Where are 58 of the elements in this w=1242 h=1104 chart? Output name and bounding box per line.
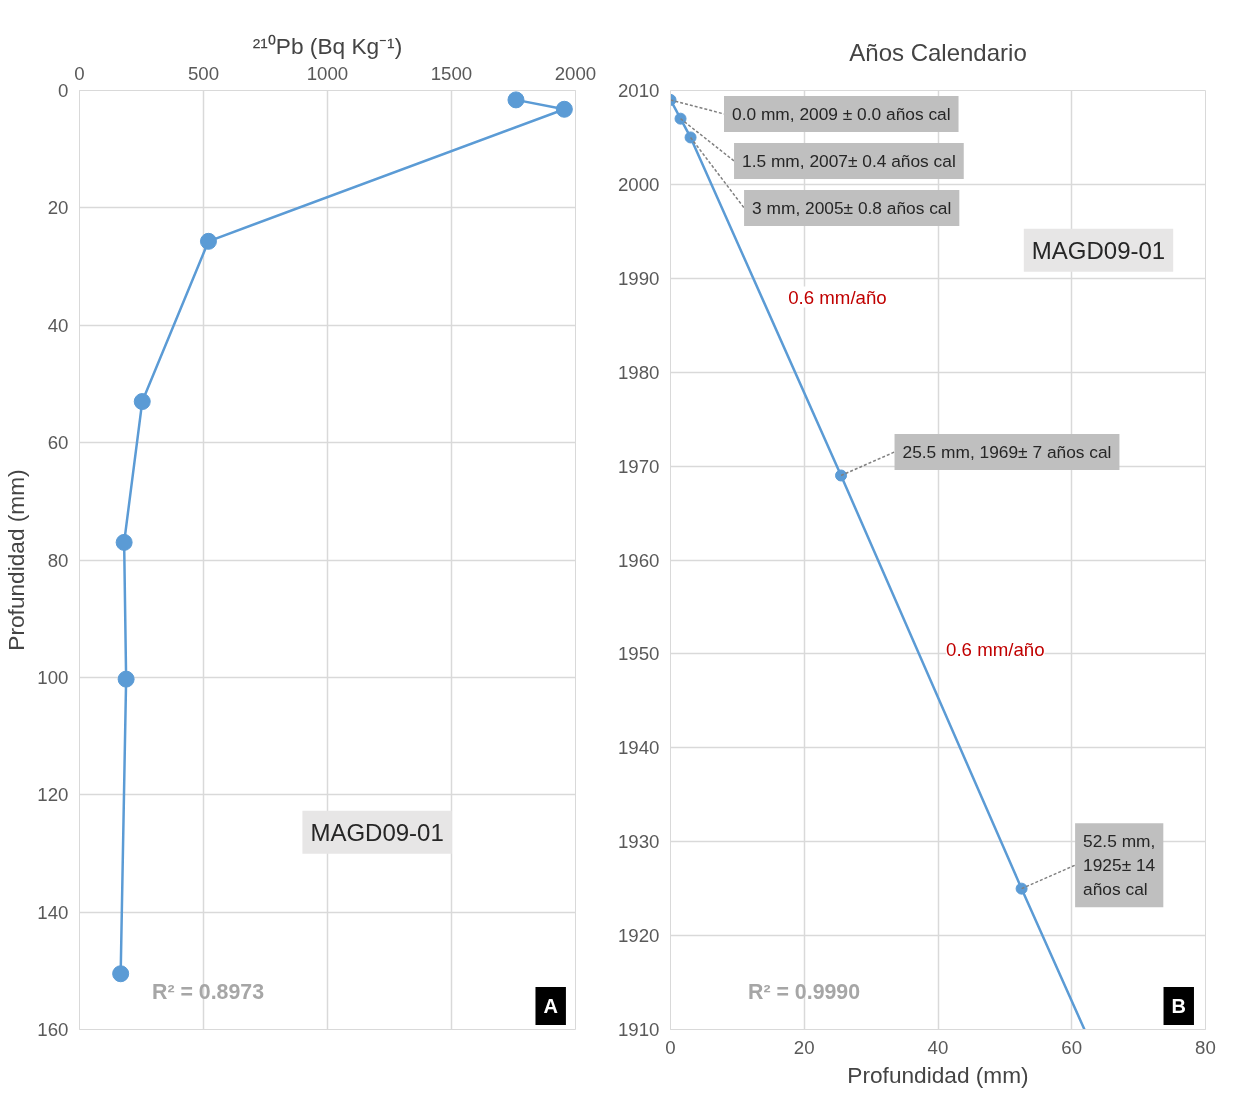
x-tick-label: 20: [793, 1036, 815, 1058]
y-tick-label: 1950: [618, 643, 660, 665]
point: [835, 469, 848, 482]
y-tick-label: 40: [47, 314, 69, 336]
annotation: MAGD09-01: [310, 818, 444, 846]
point: [555, 100, 573, 118]
y-tick-label: 2000: [618, 173, 660, 195]
annotation: 0.6 mm/año: [788, 286, 887, 308]
x-tick-label: 500: [187, 62, 220, 84]
point: [112, 965, 130, 983]
y-tick-label: 0: [58, 80, 69, 101]
data-label: 25.5 mm, 1969± 7 años cal: [902, 442, 1112, 463]
x-tick-label: 80: [1195, 1036, 1216, 1058]
y-tick-label: 2010: [618, 80, 660, 101]
x-tick-label: 40: [927, 1036, 949, 1058]
annotation: R² = 0.8973: [151, 979, 265, 1004]
y-tick-label: 140: [37, 901, 69, 923]
annotation: R² = 0.9990: [748, 979, 861, 1004]
annotation: 0.6 mm/año: [946, 638, 1045, 660]
point: [199, 232, 217, 250]
x-tick-label: 0: [665, 1036, 676, 1058]
y-axis-title: Profundidad (mm): [3, 469, 30, 651]
data-label: 1.5 mm, 2007± 0.4 años cal: [742, 150, 956, 171]
x-tick-label: 2000: [554, 62, 597, 84]
y-tick-label: 1990: [618, 267, 660, 289]
y-tick-label: 160: [37, 1019, 69, 1040]
point: [117, 670, 135, 688]
annotation: B: [1171, 995, 1186, 1018]
y-tick-label: 100: [37, 666, 69, 688]
data-label: 3 mm, 2005± 0.8 años cal: [752, 197, 952, 218]
point: [1015, 882, 1028, 895]
point: [115, 533, 133, 551]
data-label: 52.5 mm, 1925± 14 años cal: [1083, 831, 1156, 900]
x-tick-label: 1500: [430, 62, 473, 84]
point: [684, 131, 697, 144]
point: [674, 112, 687, 125]
x-axis-title: ²¹⁰Pb (Bq Kg⁻¹): [252, 32, 403, 59]
y-tick-label: 1910: [618, 1019, 660, 1040]
y-tick-label: 1940: [618, 737, 660, 759]
y-tick-label: 60: [47, 432, 69, 454]
y-tick-label: 1970: [618, 455, 660, 477]
x-tick-label: 0: [74, 62, 85, 84]
chart-title: Años Calendario: [849, 38, 1027, 66]
y-tick-label: 1920: [618, 925, 660, 947]
x-tick-label: 1000: [306, 62, 349, 84]
x-axis-title: Profundidad (mm): [847, 1061, 1029, 1088]
y-tick-label: 120: [37, 784, 69, 806]
annotation: A: [543, 995, 558, 1018]
data-label: 0.0 mm, 2009 ± 0.0 años cal: [732, 103, 951, 124]
y-tick-label: 1930: [618, 831, 660, 853]
y-tick-label: 1960: [618, 549, 660, 571]
y-tick-label: 80: [47, 549, 69, 571]
x-tick-label: 60: [1061, 1036, 1083, 1058]
annotation: MAGD09-01: [1031, 236, 1166, 264]
point: [507, 91, 525, 109]
y-tick-label: 1980: [618, 361, 660, 383]
y-tick-label: 20: [47, 197, 69, 219]
point: [133, 393, 151, 411]
